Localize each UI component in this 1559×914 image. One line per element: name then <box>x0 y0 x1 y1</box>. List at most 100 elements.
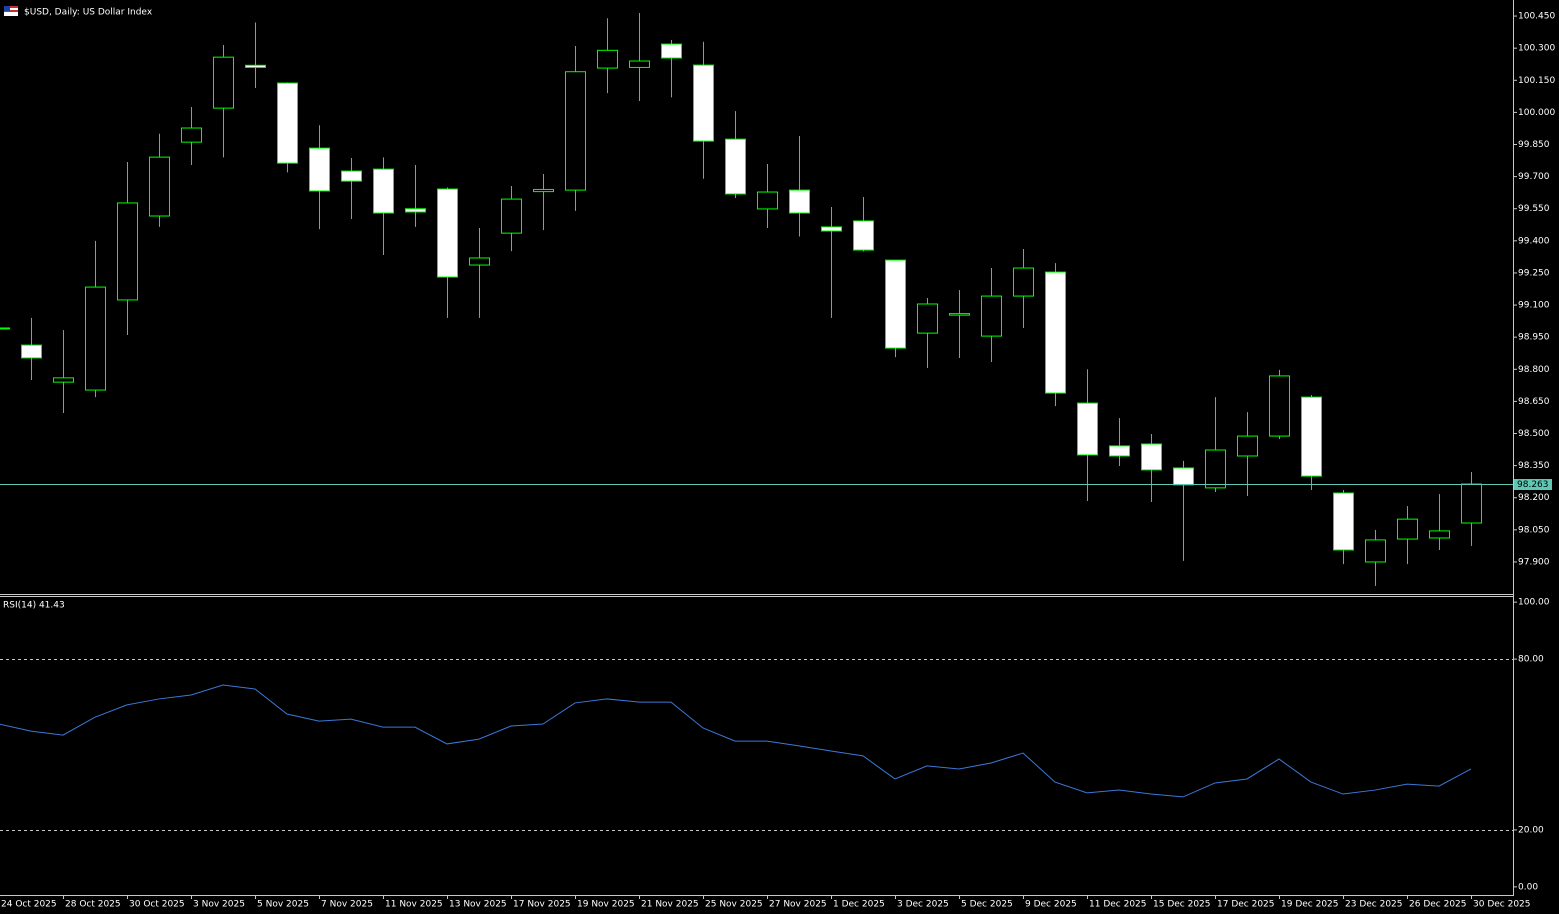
y-tick-label: 99.550 <box>1518 204 1550 214</box>
candle-body <box>853 220 874 251</box>
x-tick-label: 11 Nov 2025 <box>385 900 443 910</box>
current-price-label: 98.263 <box>1517 480 1549 490</box>
x-tick-label: 5 Dec 2025 <box>961 900 1013 910</box>
candle-body <box>1397 518 1418 540</box>
y-tick-label: 100.00 <box>1518 598 1550 608</box>
candle-body <box>885 259 906 349</box>
y-tick-label: 98.050 <box>1518 525 1550 535</box>
candle-body <box>373 168 394 214</box>
candle-body <box>21 344 42 359</box>
candle-body <box>1461 483 1482 524</box>
candle-body <box>85 286 106 391</box>
candle-body <box>981 295 1002 337</box>
candle-body <box>181 127 202 143</box>
y-tick-label: 80.00 <box>1518 655 1544 665</box>
x-tick-label: 13 Nov 2025 <box>449 900 507 910</box>
x-tick-label: 17 Nov 2025 <box>513 900 571 910</box>
candle-body <box>533 188 554 193</box>
y-tick-label: 99.700 <box>1518 172 1550 182</box>
x-tick-label: 23 Dec 2025 <box>1345 900 1403 910</box>
x-tick-label: 24 Oct 2025 <box>1 900 57 910</box>
flag-icon <box>4 6 18 16</box>
indicator-title: RSI(14) 41.43 <box>3 601 65 611</box>
candle-body <box>149 156 170 217</box>
x-tick-label: 7 Nov 2025 <box>321 900 373 910</box>
y-tick-label: 100.300 <box>1518 44 1555 54</box>
plot-area <box>0 13 1482 798</box>
x-tick-label: 25 Nov 2025 <box>705 900 763 910</box>
y-tick-label: 99.250 <box>1518 268 1550 278</box>
candle-body <box>629 60 650 68</box>
y-tick-label: 98.800 <box>1518 365 1550 375</box>
candle-body <box>757 191 778 210</box>
y-tick-label: 99.400 <box>1518 236 1550 246</box>
y-tick-label: 100.450 <box>1518 12 1555 22</box>
y-tick-label: 98.650 <box>1518 397 1550 407</box>
candle-body <box>405 208 426 213</box>
candle-body <box>1077 402 1098 456</box>
candle-body <box>437 188 458 278</box>
x-tick-label: 19 Dec 2025 <box>1281 900 1339 910</box>
x-tick-label: 21 Nov 2025 <box>641 900 699 910</box>
candle-body <box>789 189 810 214</box>
x-tick-label: 19 Nov 2025 <box>577 900 635 910</box>
x-tick-label: 11 Dec 2025 <box>1089 900 1147 910</box>
x-tick-label: 27 Nov 2025 <box>769 900 827 910</box>
candle-body <box>949 313 970 316</box>
candle-body <box>245 64 266 68</box>
candle-body <box>661 43 682 59</box>
chart-title: $USD, Daily: US Dollar Index <box>24 8 153 18</box>
x-tick-label: 17 Dec 2025 <box>1217 900 1275 910</box>
candle-body <box>1365 539 1386 563</box>
candle-body <box>1109 445 1130 457</box>
candle-body <box>1013 267 1034 297</box>
y-tick-label: 98.950 <box>1518 333 1550 343</box>
candle-body <box>917 303 938 334</box>
y-tick-label: 100.150 <box>1518 76 1555 86</box>
y-tick-label: 99.850 <box>1518 140 1550 150</box>
candle-body <box>725 138 746 195</box>
rsi-line <box>0 684 1472 798</box>
candle-body <box>1269 375 1290 437</box>
y-tick-label: 98.350 <box>1518 461 1550 471</box>
candle-body <box>469 257 490 266</box>
candle-body <box>1429 530 1450 539</box>
candle-body <box>1205 449 1226 489</box>
y-tick-label: 20.00 <box>1518 825 1544 835</box>
candle-body <box>1045 271 1066 394</box>
candle-body <box>693 64 714 142</box>
candle-body <box>341 170 362 182</box>
y-tick-label: 100.000 <box>1518 108 1555 118</box>
candle-body <box>1141 443 1162 471</box>
candle-body <box>1237 435 1258 457</box>
y-tick-label: 99.100 <box>1518 301 1550 311</box>
y-tick-label: 97.900 <box>1518 557 1550 567</box>
candle-body <box>501 198 522 234</box>
candle-body <box>1333 492 1354 551</box>
y-tick-label: 98.500 <box>1518 429 1550 439</box>
current-price-box <box>1514 479 1552 490</box>
candle-body <box>277 82 298 164</box>
x-tick-label: 15 Dec 2025 <box>1153 900 1211 910</box>
x-tick-label: 9 Dec 2025 <box>1025 900 1077 910</box>
candle-body <box>597 49 618 69</box>
candle-body <box>53 377 74 383</box>
candle-body <box>821 226 842 232</box>
candle-body <box>1301 396 1322 477</box>
x-tick-label: 1 Dec 2025 <box>833 900 885 910</box>
candle-body <box>213 56 234 109</box>
y-tick-label: 98.200 <box>1518 493 1550 503</box>
x-tick-label: 5 Nov 2025 <box>257 900 309 910</box>
x-tick-label: 26 Dec 2025 <box>1409 900 1467 910</box>
x-tick-label: 3 Nov 2025 <box>193 900 245 910</box>
candle-body <box>1173 467 1194 486</box>
x-tick-label: 3 Dec 2025 <box>897 900 949 910</box>
x-tick-label: 28 Oct 2025 <box>65 900 121 910</box>
x-tick-label: 30 Dec 2025 <box>1473 900 1531 910</box>
candle-body <box>565 71 586 191</box>
x-tick-label: 30 Oct 2025 <box>129 900 185 910</box>
candle-body <box>117 202 138 301</box>
